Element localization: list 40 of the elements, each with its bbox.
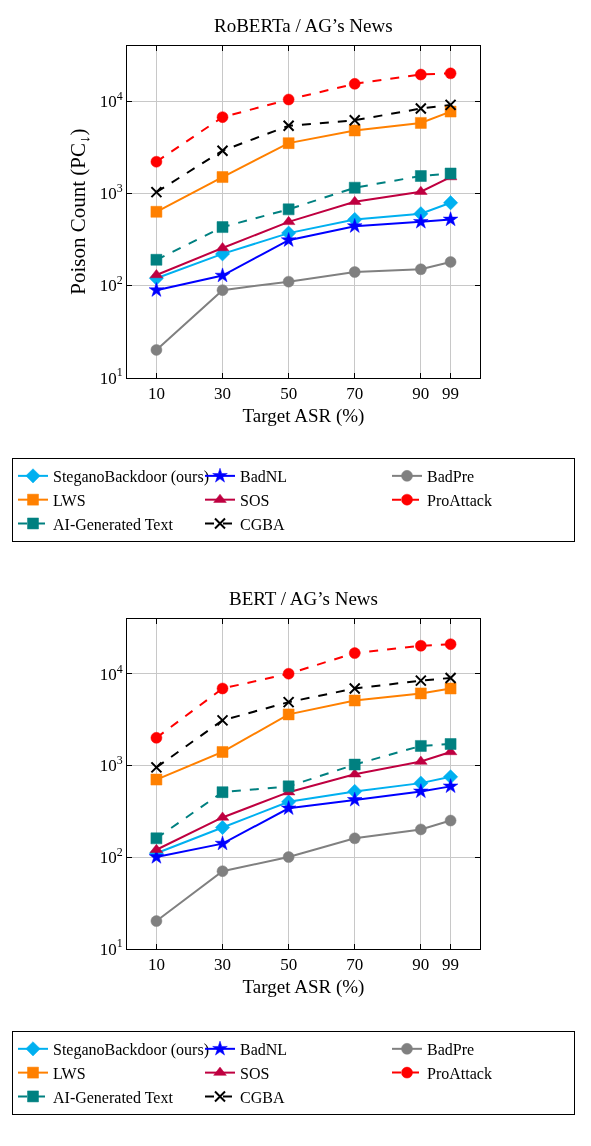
legend-label: SOS (240, 1064, 270, 1082)
legend-label: LWS (53, 1064, 86, 1082)
legend-label: AI-Generated Text (53, 515, 174, 533)
chart-title: RoBERTa / AG’s News (214, 15, 393, 36)
legend-label: LWS (53, 491, 86, 509)
legend-label: BadNL (240, 468, 288, 486)
x-tick-label: 50 (280, 955, 298, 975)
y-tick-label: 10$^{2}$ (99, 844, 123, 867)
x-tick-label: 70 (346, 955, 364, 975)
x-tick-label: 99 (442, 955, 460, 975)
y-tick-label: 10$^{3}$ (99, 181, 123, 204)
y-tick-label: 10$^{1}$ (99, 365, 123, 388)
x-tick-label: 30 (214, 384, 232, 404)
legend-label: AI-Generated Text (53, 1088, 174, 1106)
legend-label: SteganoBackdoor (ours) (53, 468, 209, 487)
y-tick-label: 10$^{2}$ (99, 273, 123, 296)
legend-label: ProAttack (427, 1064, 492, 1082)
legend-label: BadNL (240, 1041, 288, 1059)
legend-label: CGBA (240, 515, 285, 533)
legend-label: ProAttack (427, 491, 492, 509)
y-tick-label: 10$^{1}$ (99, 936, 123, 959)
x-tick-label: 99 (442, 384, 460, 404)
y-tick-label: 10$^{3}$ (99, 753, 123, 776)
x-axis-title: Target ASR (%) (242, 404, 365, 427)
x-axis-title: Target ASR (%) (242, 975, 365, 998)
x-tick-label: 10 (147, 384, 165, 404)
x-tick-label: 50 (280, 384, 298, 404)
legend-label: BadPre (427, 1041, 475, 1059)
chart-title: BERT / AG’s News (229, 588, 378, 609)
y-tick-label: 10$^{4}$ (99, 88, 123, 112)
x-tick-label: 70 (346, 384, 364, 404)
legend-label: SteganoBackdoor (ours) (53, 1041, 209, 1060)
x-tick-label: 90 (412, 384, 430, 404)
x-tick-label: 90 (412, 955, 430, 975)
x-tick-label: 30 (214, 955, 232, 975)
legend-label: BadPre (427, 468, 475, 486)
x-tick-label: 10 (147, 955, 165, 975)
y-tick-label: 10$^{4}$ (99, 661, 123, 684)
legend-label: SOS (240, 491, 270, 509)
legend-label: CGBA (240, 1088, 285, 1106)
